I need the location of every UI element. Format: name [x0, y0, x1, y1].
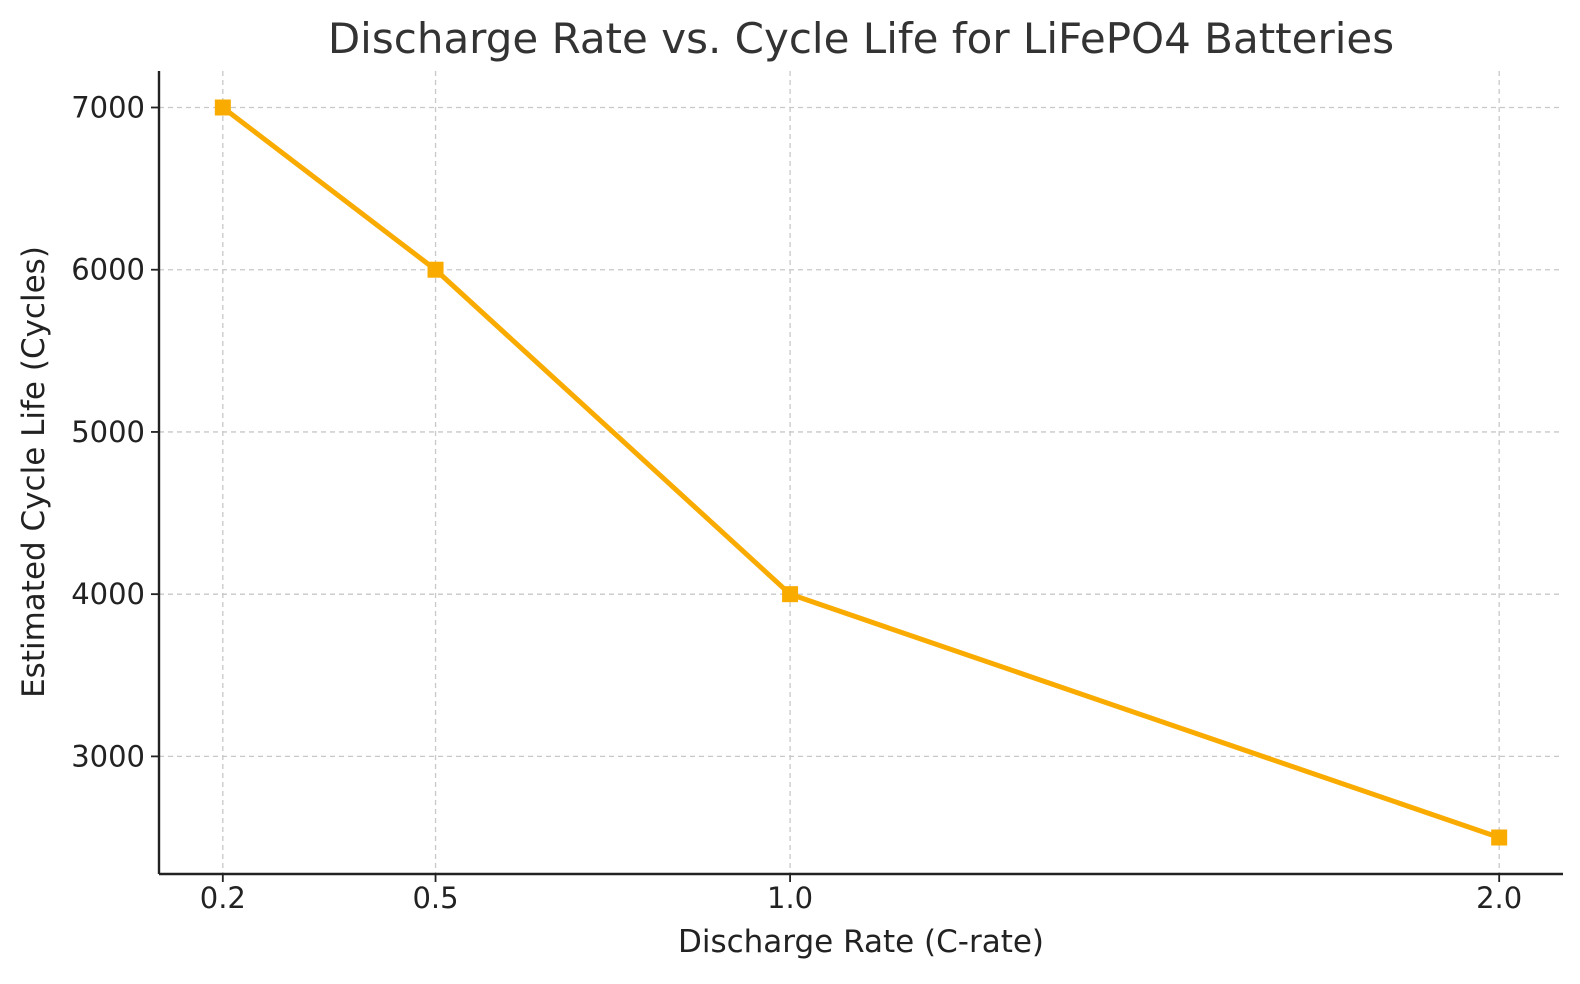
- y-tick-label: 7000: [71, 91, 145, 125]
- data-point-marker: [427, 261, 444, 278]
- x-tick-label: 0.5: [412, 881, 458, 915]
- grid: [159, 71, 1563, 874]
- chart-title: Discharge Rate vs. Cycle Life for LiFePO…: [328, 14, 1394, 63]
- axes: [157, 71, 1563, 876]
- series-line: [220, 105, 1502, 840]
- y-tick-label: 6000: [71, 253, 145, 287]
- y-tick-label: 4000: [71, 577, 145, 611]
- x-tick-label: 1.0: [767, 881, 813, 915]
- x-tick-label: 0.2: [200, 881, 246, 915]
- y-tick-label: 5000: [71, 415, 145, 449]
- data-point-marker: [1491, 829, 1508, 846]
- x-axis-label: Discharge Rate (C-rate): [678, 924, 1044, 960]
- ticks: 0.2 0.5 1.0 2.0 3000 4000 5000 6000 7000: [71, 91, 1522, 916]
- y-axis-label: Estimated Cycle Life (Cycles): [16, 246, 52, 698]
- data-point-marker: [782, 586, 799, 603]
- series: [214, 99, 1508, 846]
- data-point-marker: [214, 99, 231, 116]
- y-tick-label: 3000: [71, 739, 145, 773]
- x-tick-label: 2.0: [1476, 881, 1522, 915]
